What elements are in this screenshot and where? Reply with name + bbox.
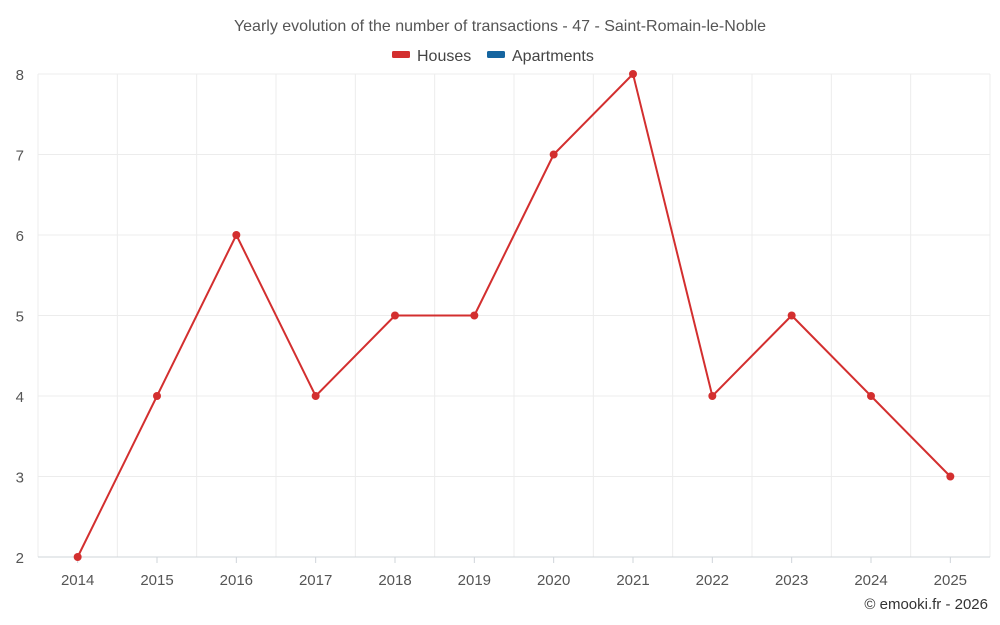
x-tick-label: 2015: [140, 572, 173, 589]
x-tick-label: 2018: [378, 572, 411, 589]
y-tick-label: 6: [16, 228, 24, 245]
chart-title: Yearly evolution of the number of transa…: [234, 18, 766, 35]
x-tick-label: 2016: [220, 572, 253, 589]
series-houses: [73, 70, 955, 561]
legend: Houses Apartments: [392, 48, 594, 65]
legend-item-apartments[interactable]: Apartments: [487, 48, 594, 65]
data-point: [391, 311, 399, 320]
data-point: [153, 392, 161, 400]
y-tick-label: 4: [16, 389, 24, 406]
y-tick-label: 5: [16, 309, 24, 326]
x-tick-label: 2014: [61, 572, 94, 589]
series-line-houses: [76, 73, 952, 558]
axes: 2 3 4 5 6 7 8 2014 2015 2016 2017 2018 2019 2020 2021 2…: [16, 67, 990, 589]
x-tick-label: 2017: [299, 572, 332, 589]
legend-label-houses: Houses: [417, 48, 471, 65]
data-point: [73, 553, 82, 561]
y-tick-label: 8: [16, 67, 24, 84]
y-tick-label: 2: [16, 550, 24, 567]
legend-item-houses[interactable]: Houses: [392, 48, 471, 65]
x-tick-label: 2024: [854, 572, 887, 589]
data-point: [708, 392, 717, 400]
data-point: [311, 392, 320, 400]
data-point: [867, 392, 875, 400]
legend-swatch-houses: [392, 51, 410, 58]
credit-text: © emooki.fr - 2026: [864, 596, 988, 613]
data-point: [470, 311, 479, 320]
data-point: [787, 311, 796, 320]
y-tick-label: 3: [16, 470, 24, 487]
grid: [37, 73, 991, 557]
x-tick-label: 2025: [934, 572, 967, 589]
x-tick-label: 2023: [775, 572, 808, 589]
legend-swatch-apartments: [487, 51, 505, 58]
data-point: [549, 150, 558, 159]
x-tick-label: 2021: [616, 572, 649, 589]
legend-label-apartments: Apartments: [512, 48, 594, 65]
y-tick-label: 7: [16, 148, 24, 165]
data-point: [946, 472, 955, 481]
x-tick-label: 2019: [458, 572, 491, 589]
x-tick-label: 2022: [696, 572, 729, 589]
data-point: [629, 70, 637, 78]
x-tick-label: 2020: [537, 572, 570, 589]
data-point: [232, 231, 241, 239]
